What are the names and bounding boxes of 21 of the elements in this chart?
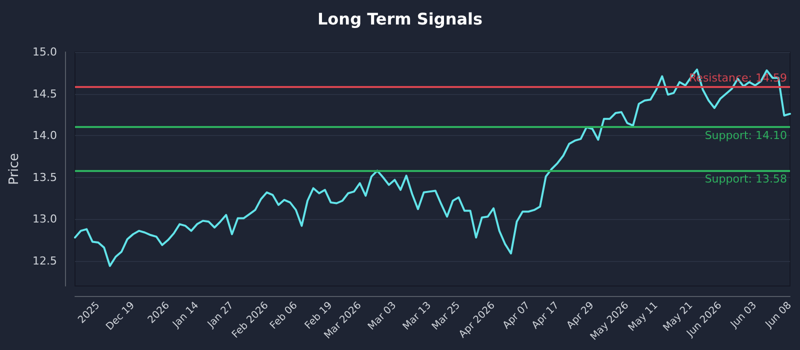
x-tick-label: Jun 03: [728, 300, 760, 331]
y-tick-label: 12.5: [32, 254, 57, 268]
ref-line-label: Support: 14.10: [704, 129, 787, 142]
chart-title: Long Term Signals: [317, 10, 483, 28]
x-tick-label: Mar 03: [366, 300, 399, 332]
ref-line-label: Support: 13.58: [704, 172, 787, 186]
y-tick-label: 15.0: [32, 46, 57, 58]
x-tick-label: Apr 07: [501, 300, 532, 332]
y-tick-label: 13.5: [32, 170, 57, 184]
x-tick-label: Jun 08: [763, 300, 794, 331]
y-tick-label: 13.0: [32, 212, 57, 226]
y-tick-label: 14.5: [32, 87, 57, 100]
y-axis-title: Price: [7, 153, 22, 185]
x-tick-label: Jan 27: [205, 300, 236, 331]
x-tick-label: Jan 14: [170, 300, 201, 331]
line-series: [74, 68, 791, 267]
x-tick-label: Apr 29: [565, 300, 596, 332]
x-tick-label: Dec 19: [104, 300, 138, 333]
y-tick-label: 14.0: [32, 129, 57, 142]
x-tick-label: Feb 06: [268, 300, 300, 332]
x-tick-label: Apr 17: [530, 300, 562, 332]
